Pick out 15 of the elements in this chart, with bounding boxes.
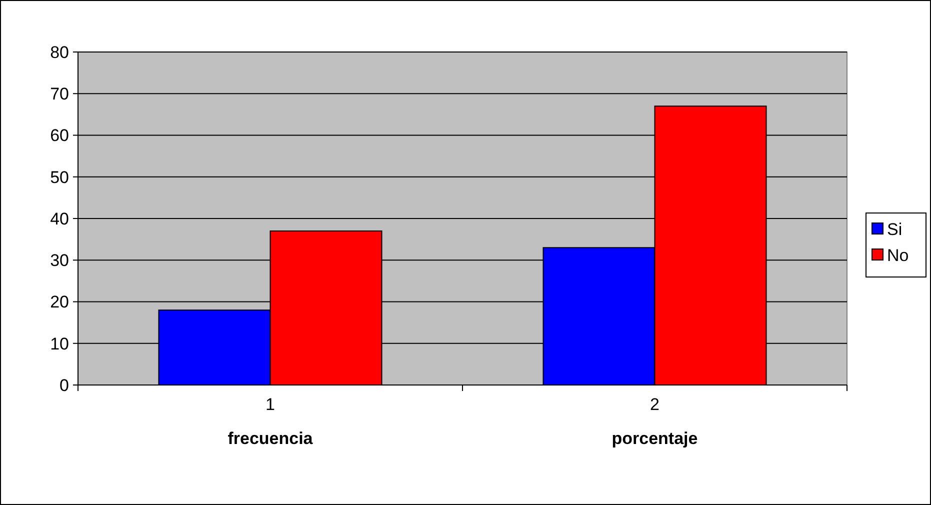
y-tick-label: 10 bbox=[50, 334, 69, 354]
y-tick-label: 0 bbox=[60, 376, 69, 395]
x-tick-label: 1 bbox=[266, 395, 275, 414]
y-tick-label: 40 bbox=[50, 209, 69, 228]
y-tick-label: 30 bbox=[50, 251, 69, 270]
y-tick-label: 50 bbox=[50, 168, 69, 187]
y-tick-label: 70 bbox=[50, 84, 69, 104]
legend-label: No bbox=[887, 246, 909, 265]
y-tick-label: 20 bbox=[50, 292, 69, 312]
y-tick-label: 80 bbox=[50, 42, 69, 62]
x-tick-label: 2 bbox=[650, 395, 660, 414]
text: frecuencia bbox=[228, 429, 314, 448]
y-tick-label: 60 bbox=[50, 126, 69, 146]
text: porcentaje bbox=[612, 429, 698, 448]
legend-label: Si bbox=[887, 220, 902, 239]
